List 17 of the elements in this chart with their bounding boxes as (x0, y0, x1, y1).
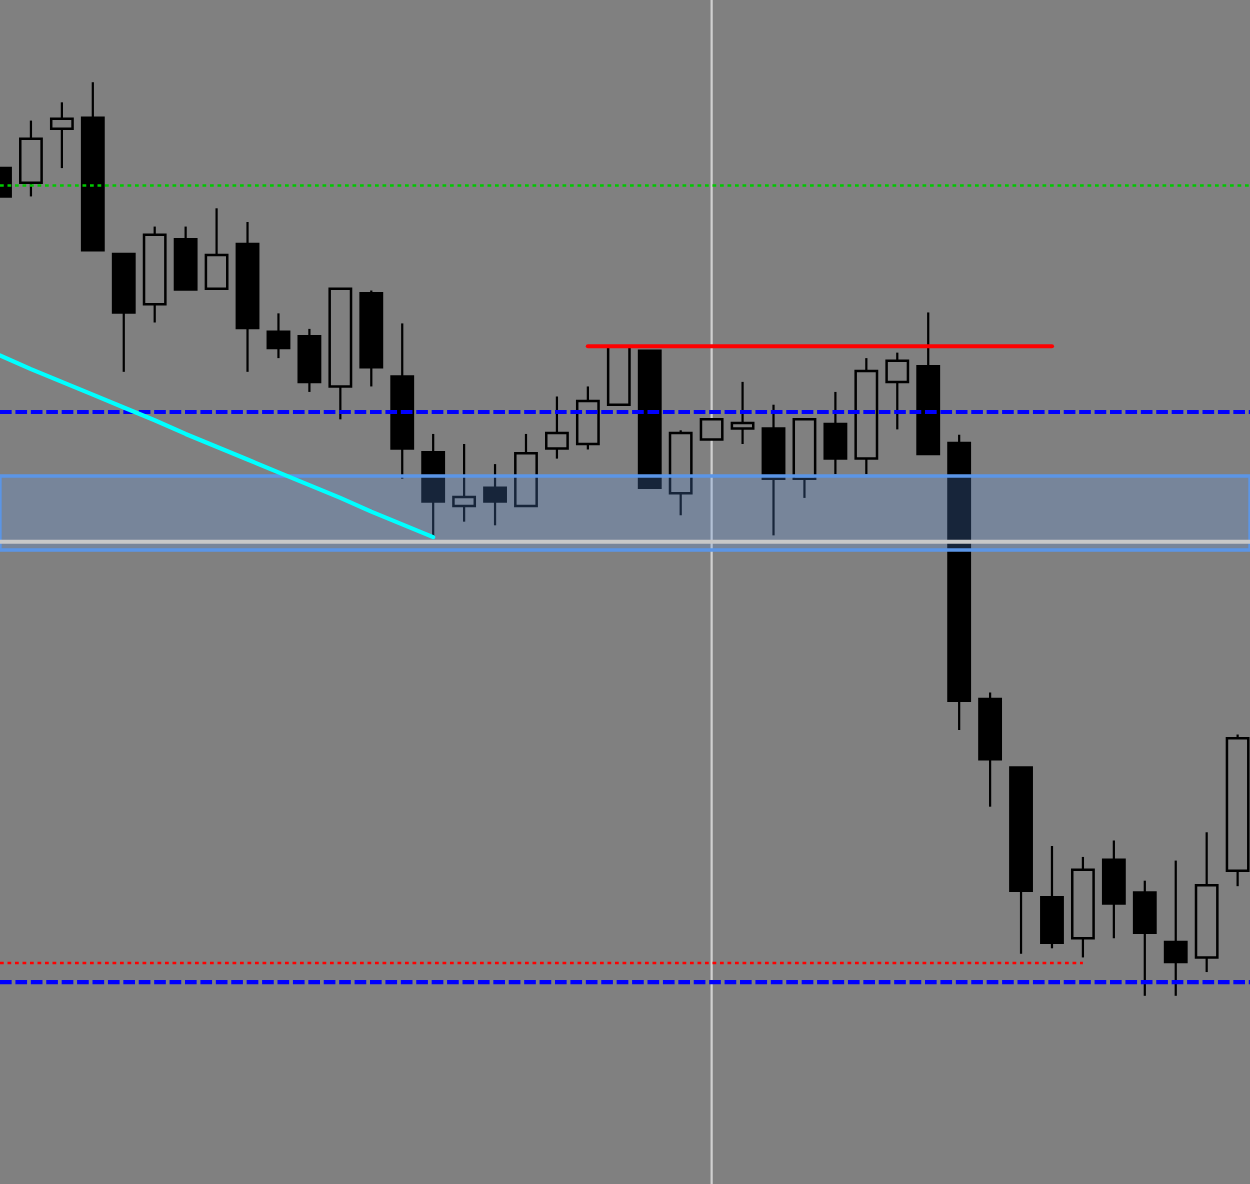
candlestick (297, 327, 322, 394)
candlestick (204, 207, 229, 290)
candlestick (266, 312, 291, 360)
candlestick (823, 390, 848, 476)
candlestick (730, 380, 755, 446)
candlestick (483, 462, 507, 527)
candlestick (1132, 879, 1157, 997)
candlestick (575, 385, 600, 451)
candlestick (19, 119, 43, 198)
candlestick (1101, 839, 1126, 940)
candlestick (452, 442, 477, 523)
candlestick (49, 101, 74, 170)
candlestick (885, 351, 910, 431)
candlestick (545, 395, 569, 460)
candlestick (1163, 859, 1188, 997)
candlestick (699, 418, 724, 441)
candlestick (1040, 844, 1064, 950)
